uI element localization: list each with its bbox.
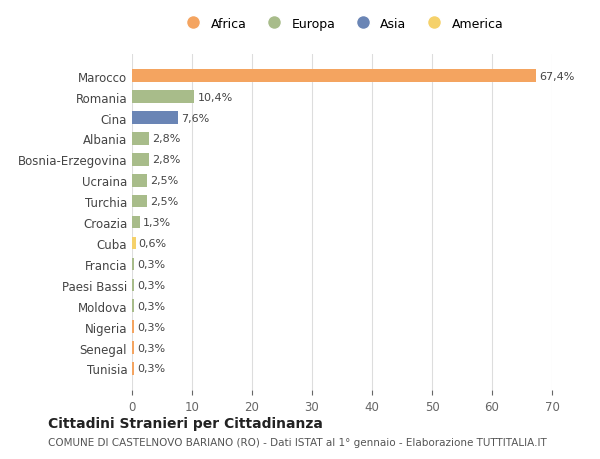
Text: 0,3%: 0,3% bbox=[137, 280, 165, 290]
Bar bbox=[132, 341, 134, 354]
Bar bbox=[132, 154, 149, 166]
Text: 2,5%: 2,5% bbox=[150, 176, 178, 186]
Bar bbox=[132, 196, 147, 208]
Legend: Africa, Europa, Asia, America: Africa, Europa, Asia, America bbox=[181, 18, 503, 31]
Bar bbox=[132, 237, 136, 250]
Bar bbox=[132, 321, 134, 333]
Text: 0,6%: 0,6% bbox=[139, 239, 167, 248]
Bar bbox=[132, 300, 134, 312]
Text: 0,3%: 0,3% bbox=[137, 364, 165, 374]
Bar bbox=[132, 133, 149, 146]
Bar bbox=[132, 216, 140, 229]
Text: 0,3%: 0,3% bbox=[137, 259, 165, 269]
Text: 67,4%: 67,4% bbox=[539, 72, 575, 82]
Bar bbox=[132, 363, 134, 375]
Text: 2,5%: 2,5% bbox=[150, 197, 178, 207]
Bar bbox=[132, 70, 536, 83]
Bar bbox=[132, 174, 147, 187]
Text: 0,3%: 0,3% bbox=[137, 343, 165, 353]
Bar bbox=[132, 91, 194, 104]
Text: 1,3%: 1,3% bbox=[143, 218, 171, 228]
Bar bbox=[132, 112, 178, 124]
Text: 0,3%: 0,3% bbox=[137, 322, 165, 332]
Text: 7,6%: 7,6% bbox=[181, 113, 209, 123]
Text: 0,3%: 0,3% bbox=[137, 301, 165, 311]
Bar bbox=[132, 279, 134, 291]
Text: 10,4%: 10,4% bbox=[197, 92, 233, 102]
Bar bbox=[132, 258, 134, 271]
Text: Cittadini Stranieri per Cittadinanza: Cittadini Stranieri per Cittadinanza bbox=[48, 416, 323, 430]
Text: COMUNE DI CASTELNOVO BARIANO (RO) - Dati ISTAT al 1° gennaio - Elaborazione TUTT: COMUNE DI CASTELNOVO BARIANO (RO) - Dati… bbox=[48, 437, 547, 447]
Text: 2,8%: 2,8% bbox=[152, 134, 180, 144]
Text: 2,8%: 2,8% bbox=[152, 155, 180, 165]
